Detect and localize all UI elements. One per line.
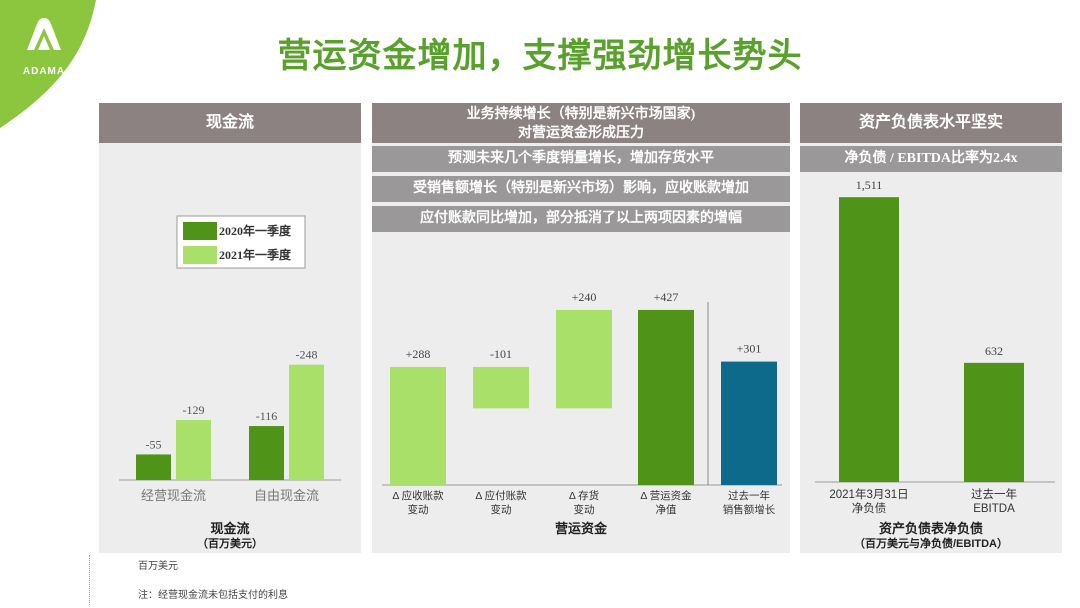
wc-category-label: Δ 存货 (569, 489, 599, 502)
wc-bar-4 (721, 361, 777, 485)
cf-category-label: 经营现金流 (141, 488, 206, 503)
cf-bar-1-0 (249, 426, 284, 480)
wc-category-label: Δ 营运资金 (640, 489, 692, 502)
wc-point-3: 应付账款同比增加，部分抵消了以上两项因素的增幅 (372, 206, 790, 232)
cf-data-label: -248 (296, 348, 318, 362)
cf-legend-swatch-0 (183, 222, 217, 240)
wc-category-label: 销售额增长 (723, 503, 776, 516)
bs-data-label: 632 (985, 344, 1003, 358)
cash-flow-footer-sub: （百万美元） (197, 538, 263, 550)
wc-data-label: +427 (654, 290, 679, 304)
bs-category-label: 净负债 (852, 501, 887, 515)
working-capital-header-line2: 对营运资金形成压力 (518, 126, 644, 141)
wc-data-label: +301 (737, 342, 762, 356)
footnote: 注：经营现金流未包括支付的利息 (138, 590, 288, 601)
cf-legend-label-1: 2021年一季度 (219, 247, 292, 262)
wc-category-label: 净值 (656, 503, 677, 516)
wc-data-label: +288 (406, 347, 431, 361)
cf-bar-1-1 (289, 364, 324, 480)
bs-category-label: 2021年3月31日 (829, 487, 908, 501)
cash-flow-header: 现金流 (99, 103, 361, 143)
unit-note: 百万美元 (138, 561, 178, 572)
cf-bar-0-0 (136, 454, 171, 480)
logo-background (0, 0, 96, 128)
working-capital-footer-title: 营运资金 (554, 521, 607, 536)
balance-sheet-footer-sub: （百万美元与净负债/EBITDA） (854, 538, 1008, 550)
bs-category-label: EBITDA (973, 503, 1015, 515)
cash-flow-footer-title: 现金流 (210, 521, 250, 536)
brand-name: ADAMA (22, 66, 66, 77)
cf-data-label: -129 (183, 403, 205, 417)
cf-bar-0-1 (176, 420, 211, 480)
wc-category-label: 变动 (408, 503, 429, 516)
wc-bar-0 (390, 366, 446, 485)
cf-legend-swatch-1 (183, 246, 217, 264)
wc-point-2: 受销售额增长（特别是新兴市场）影响，应收账款增加 (372, 176, 790, 202)
bs-data-label: 1,511 (856, 178, 883, 192)
balance-sheet-footer-title: 资产负债表净负债 (878, 521, 983, 536)
bs-bar-1 (964, 362, 1024, 482)
wc-category-label: Δ 应收账款 (392, 489, 444, 502)
working-capital-header-line1: 业务持续增长（特别是新兴市场国家) (466, 107, 696, 122)
working-capital-header: 业务持续增长（特别是新兴市场国家) 对营运资金形成压力 (372, 103, 790, 143)
cf-data-label: -55 (146, 437, 162, 451)
wc-bar-1 (473, 366, 529, 409)
wc-point-1: 预测未来几个季度销量增长，增加存货水平 (372, 146, 790, 172)
wc-category-label: 变动 (574, 503, 595, 516)
wc-category-label: 过去一年 (728, 489, 770, 502)
cash-flow-chart: -55 -129 经营现金流 -116 -248 自由现金流 2020年一季度 2021年一季… (119, 215, 341, 503)
wc-data-label: -101 (490, 347, 512, 361)
cf-data-label: -116 (256, 409, 278, 423)
balance-sheet-subheader: 净负债 / EBITDA比率为2.4x (800, 146, 1062, 172)
cf-legend-label-0: 2020年一季度 (219, 223, 292, 238)
page-title: 营运资金增加，支撑强劲增长势头 (277, 37, 803, 75)
bs-category-label: 过去一年 (971, 487, 1017, 501)
wc-bar-3 (638, 309, 694, 485)
balance-sheet-header: 资产负债表水平坚实 (800, 103, 1062, 143)
cf-category-label: 自由现金流 (254, 488, 319, 503)
wc-category-label: Δ 应付账款 (475, 489, 527, 502)
wc-bar-2 (556, 309, 612, 409)
wc-data-label: +240 (572, 290, 597, 304)
wc-category-label: 变动 (491, 503, 512, 516)
notes-divider (89, 555, 90, 605)
bs-bar-0 (839, 197, 899, 482)
adama-logo-icon (27, 18, 61, 50)
